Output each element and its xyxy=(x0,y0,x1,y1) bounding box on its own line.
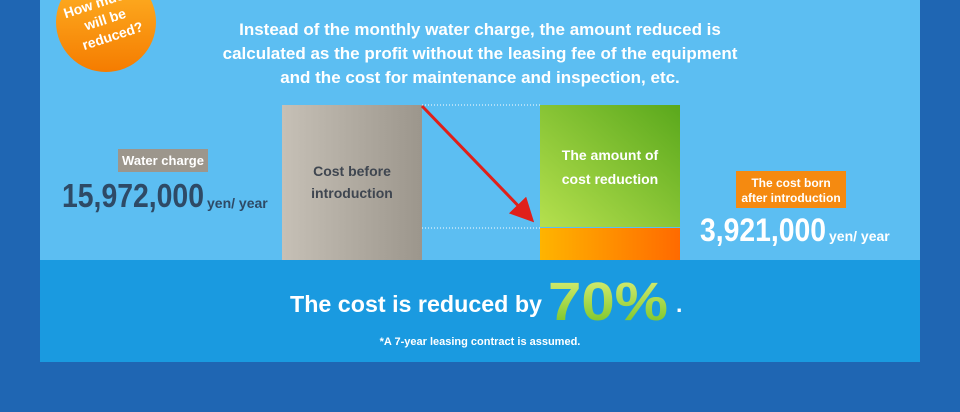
before-amount: 15,972,000 xyxy=(62,177,204,214)
before-unit: yen/ year xyxy=(207,195,268,211)
after-label: after introduction xyxy=(741,191,840,205)
after-box xyxy=(540,228,680,260)
footnote: *A 7-year leasing contract is assumed. xyxy=(380,336,581,348)
intro-text: and the cost for maintenance and inspect… xyxy=(280,68,680,87)
reduction-box-text: The amount of xyxy=(562,147,659,163)
after-amount: 3,921,000 xyxy=(700,212,826,248)
badge xyxy=(56,0,156,72)
before-box xyxy=(282,105,422,260)
result-suffix: . xyxy=(676,291,682,317)
after-label-bg xyxy=(736,171,846,208)
before-label-bg xyxy=(118,149,208,172)
after-unit: yen/ year xyxy=(829,228,890,244)
arrow xyxy=(420,104,535,223)
panel-top xyxy=(40,0,920,260)
before-box-text: introduction xyxy=(311,185,393,201)
after-label: The cost born xyxy=(751,176,830,190)
result-text: The cost is reduced by xyxy=(290,291,542,317)
intro-text: calculated as the profit without the lea… xyxy=(223,44,738,63)
before-label: Water charge xyxy=(122,153,204,168)
reduction-box xyxy=(540,105,680,227)
before-box-text: Cost before xyxy=(313,163,391,179)
reduction-box-text: cost reduction xyxy=(562,171,658,187)
intro-text: Instead of the monthly water charge, the… xyxy=(239,20,721,39)
panel-bottom xyxy=(40,260,920,362)
result-percent: 70% xyxy=(548,272,668,332)
